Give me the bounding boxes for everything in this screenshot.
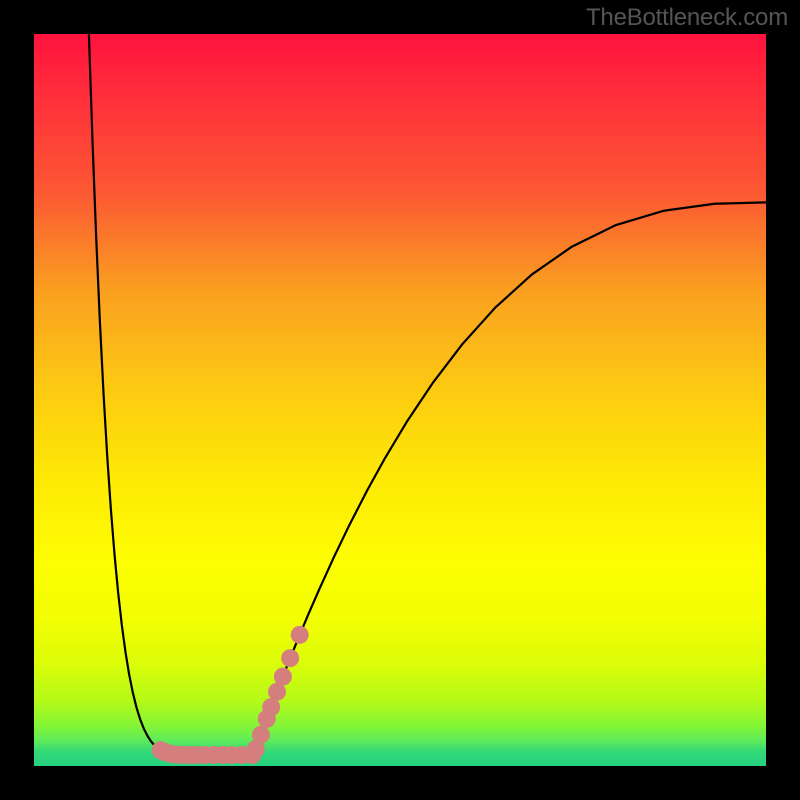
data-dots [152,626,309,764]
data-dot [252,726,270,744]
data-dot [281,649,299,667]
data-dot [291,626,309,644]
watermark-text: TheBottleneck.com [586,4,788,32]
data-dot [262,698,280,716]
plot-area [34,34,766,766]
data-dot [274,668,292,686]
data-dot [243,746,261,764]
bottleneck-curve [89,34,766,755]
curve-overlay [34,34,766,766]
chart-frame: TheBottleneck.com [0,0,800,800]
